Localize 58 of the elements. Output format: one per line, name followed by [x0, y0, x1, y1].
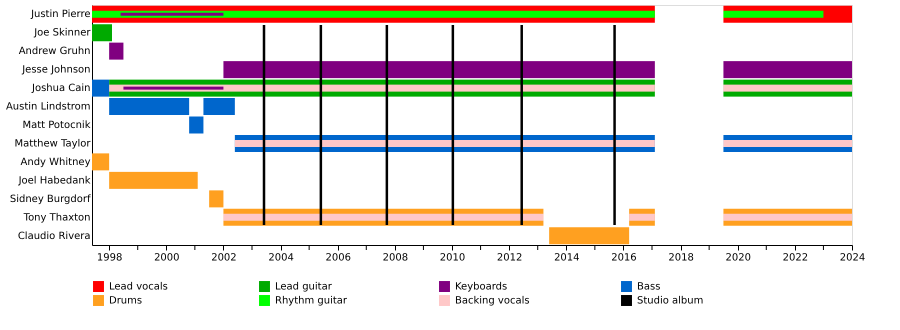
legend-label: Studio album: [637, 296, 704, 306]
y-tick-label: Joe Skinner: [33, 28, 92, 39]
y-tick-label: Tony Thaxton: [22, 212, 90, 224]
x-tick-label: 2000: [154, 252, 180, 264]
legend-label: Lead guitar: [275, 282, 333, 293]
x-tick-label: 2010: [440, 252, 466, 264]
x-tick-label: 2016: [611, 252, 637, 264]
bar: [109, 98, 190, 116]
legend-label: Rhythm guitar: [275, 296, 348, 306]
x-tick-label: 2020: [725, 252, 751, 264]
legend-label: Bass: [637, 282, 660, 293]
bar: [120, 12, 224, 16]
y-tick-label: Joel Habedank: [18, 175, 91, 186]
legend-label: Backing vocals: [455, 296, 530, 306]
x-tick-label: 2018: [668, 252, 694, 264]
y-tick-label: Andy Whitney: [20, 156, 91, 168]
y-tick-label: Andrew Gruhn: [18, 46, 90, 58]
y-tick-label: Justin Pierre: [30, 9, 90, 20]
bar: [723, 10, 824, 18]
bar: [209, 190, 224, 208]
bar: [109, 84, 655, 92]
y-tick-label: Austin Lindstrom: [6, 102, 90, 113]
bar: [223, 61, 655, 78]
x-tick-label: 2004: [268, 252, 294, 264]
bar: [203, 98, 235, 116]
bar: [92, 153, 110, 170]
bar: [92, 10, 655, 18]
y-tick-label: Joshua Cain: [31, 83, 90, 94]
bar: [629, 214, 655, 221]
legend-label: Lead vocals: [109, 282, 168, 293]
legend-label: Keyboards: [455, 282, 508, 293]
legend-label: Drums: [109, 296, 142, 306]
y-tick-label: Matthew Taylor: [14, 138, 92, 150]
bar: [123, 86, 224, 90]
bar: [109, 172, 198, 189]
x-tick-label: 2024: [840, 252, 866, 264]
x-tick-label: 2008: [382, 252, 408, 264]
x-tick-label: 2002: [211, 252, 237, 264]
y-tick-label: Jesse Johnson: [21, 64, 90, 76]
y-tick-label: Sidney Burgdorf: [10, 194, 91, 205]
x-tick-label: 2014: [554, 252, 580, 264]
bar: [234, 140, 655, 147]
bar: [92, 80, 110, 97]
x-tick-label: 1998: [96, 252, 122, 264]
y-tick-label: Matt Potocnik: [22, 120, 91, 131]
x-tick-label: 2012: [496, 252, 522, 264]
bar: [723, 61, 852, 78]
bar: [723, 84, 852, 92]
bar: [723, 214, 852, 221]
bar: [223, 214, 544, 221]
bar: [723, 140, 852, 147]
bar: [549, 227, 630, 244]
x-tick-label: 2006: [325, 252, 351, 264]
bar: [189, 116, 204, 134]
x-tick-label: 2022: [782, 252, 808, 264]
bar: [109, 42, 124, 60]
y-tick-label: Claudio Rivera: [18, 230, 90, 242]
bar: [92, 24, 112, 42]
